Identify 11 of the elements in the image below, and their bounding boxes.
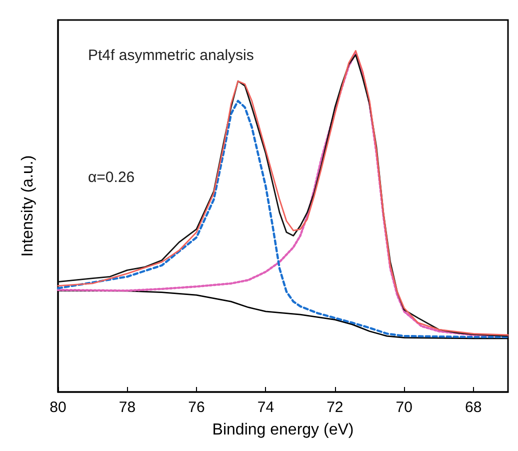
annotation: Pt4f asymmetric analysis [88,47,254,64]
x-tick-label: 80 [50,399,66,416]
annotation: α=0.26 [88,169,135,186]
x-tick-label: 74 [257,399,274,416]
y-axis-title: Intensity (a.u.) [20,155,36,257]
x-tick-label: 68 [465,399,482,416]
x-tick-label: 76 [188,399,205,416]
x-tick-label: 72 [326,399,344,416]
x-tick-label: 78 [118,399,136,416]
x-tick-label: 70 [396,399,412,416]
x-axis-title: Binding energy (eV) [212,422,354,438]
